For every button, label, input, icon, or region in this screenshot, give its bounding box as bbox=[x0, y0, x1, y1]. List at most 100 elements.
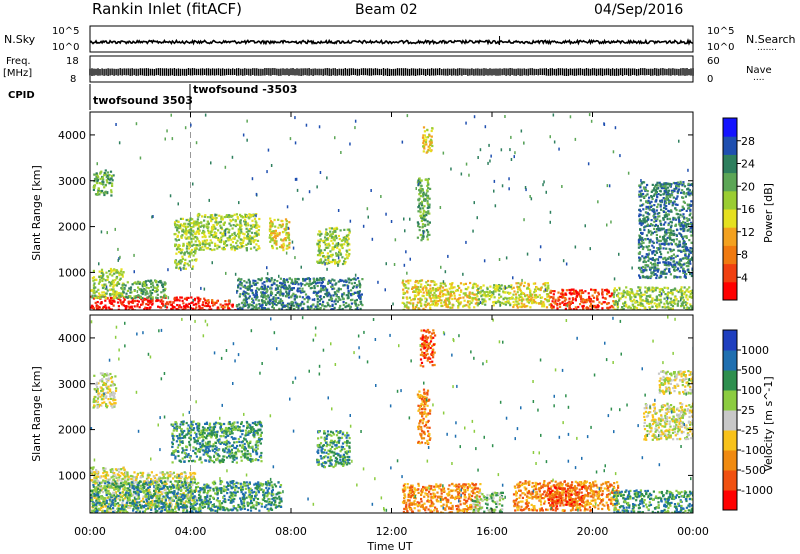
scatter-cell bbox=[144, 280, 147, 283]
scatter-cell bbox=[110, 269, 113, 272]
scatter-cell bbox=[324, 258, 327, 261]
scatter-cell bbox=[682, 220, 685, 223]
scatter-cell bbox=[151, 292, 154, 295]
scatter-cell bbox=[273, 278, 276, 282]
scatter-cell bbox=[295, 304, 298, 307]
scatter-cell bbox=[425, 293, 428, 296]
scatter-cell bbox=[236, 239, 239, 242]
scatter-cell bbox=[679, 289, 682, 292]
scatter-cell bbox=[211, 214, 214, 217]
colorbar-swatch bbox=[723, 209, 737, 228]
scatter-cell bbox=[91, 473, 94, 476]
scatter-cell bbox=[574, 299, 577, 302]
scatter-cell bbox=[97, 190, 100, 194]
scatter-cell bbox=[322, 260, 325, 263]
scatter-cell bbox=[531, 302, 534, 305]
scatter-cell bbox=[109, 293, 112, 296]
scatter-cell bbox=[459, 290, 463, 293]
scatter-cell bbox=[609, 306, 612, 309]
scatter-cell bbox=[448, 287, 451, 290]
scatter-cell bbox=[416, 236, 419, 239]
scatter-cell bbox=[319, 250, 322, 253]
scatter-cell bbox=[440, 265, 442, 269]
scatter-cell bbox=[177, 298, 180, 301]
scatter-cell bbox=[601, 290, 604, 294]
scatter-cell bbox=[99, 294, 102, 297]
scatter-cell bbox=[682, 242, 685, 245]
scatter-cell bbox=[428, 134, 431, 137]
scatter-cell bbox=[616, 304, 619, 307]
scatter-cell bbox=[198, 305, 201, 308]
scatter-cell bbox=[162, 300, 165, 303]
scatter-cell bbox=[320, 249, 323, 252]
scatter-cell bbox=[630, 291, 633, 294]
scatter-cell bbox=[271, 244, 274, 248]
scatter-cell bbox=[547, 299, 550, 303]
scatter-cell bbox=[343, 284, 346, 287]
scatter-cell bbox=[199, 225, 202, 228]
scatter-cell bbox=[667, 242, 670, 245]
scatter-cell bbox=[642, 304, 645, 307]
scatter-cell bbox=[666, 218, 669, 221]
scatter-cell bbox=[422, 231, 425, 235]
scatter-cell bbox=[498, 293, 501, 296]
scatter-cell bbox=[647, 300, 650, 304]
scatter-cell bbox=[658, 302, 661, 305]
scatter-cell bbox=[535, 286, 538, 289]
scatter-cell bbox=[409, 217, 411, 221]
scatter-cell bbox=[427, 292, 430, 295]
scatter-cell bbox=[255, 307, 258, 310]
scatter-cell bbox=[509, 148, 511, 152]
scatter-cell bbox=[242, 232, 245, 235]
scatter-cell bbox=[259, 279, 262, 282]
scatter-cell bbox=[572, 288, 575, 291]
scatter-cell bbox=[658, 304, 661, 307]
scatter-cell bbox=[307, 298, 310, 301]
scatter-cell bbox=[131, 308, 134, 310]
scatter-cell bbox=[414, 281, 417, 284]
scatter-cell bbox=[590, 119, 593, 123]
scatter-cell bbox=[437, 294, 440, 298]
scatter-cell bbox=[665, 214, 668, 217]
scatter-cell bbox=[671, 204, 674, 207]
scatter-cell bbox=[425, 139, 428, 142]
scatter-cell bbox=[106, 278, 109, 281]
scatter-cell bbox=[601, 296, 604, 299]
scatter-cell bbox=[212, 235, 215, 239]
scatter-cell bbox=[197, 244, 200, 247]
scatter-cell bbox=[486, 286, 489, 289]
scatter-cell bbox=[181, 308, 184, 310]
scatter-cell bbox=[276, 280, 279, 283]
scatter-cell bbox=[448, 302, 451, 305]
scatter-cell bbox=[269, 286, 272, 289]
scatter-cell bbox=[422, 195, 425, 198]
scatter-cell bbox=[425, 136, 428, 139]
scatter-cell bbox=[111, 182, 114, 185]
scatter-cell bbox=[187, 225, 190, 228]
scatter-cell bbox=[622, 293, 625, 296]
scatter-cell bbox=[674, 217, 677, 220]
scatter-cell bbox=[275, 247, 279, 250]
scatter-cell bbox=[317, 290, 320, 294]
scatter-cell bbox=[586, 308, 589, 310]
scatter-cell bbox=[240, 215, 243, 218]
scatter-cell bbox=[649, 208, 652, 211]
scatter-cell bbox=[606, 184, 609, 188]
scatter-cell bbox=[683, 286, 686, 289]
scatter-cell bbox=[556, 302, 559, 305]
scatter-cell bbox=[337, 256, 340, 260]
scatter-cell bbox=[492, 290, 495, 294]
scatter-cell bbox=[245, 224, 248, 227]
scatter-cell bbox=[347, 237, 350, 240]
scatter-cell bbox=[215, 223, 218, 226]
scatter-cell bbox=[688, 184, 691, 187]
scatter-cell bbox=[413, 286, 417, 289]
scatter-cell bbox=[187, 237, 190, 240]
scatter-cell bbox=[682, 182, 685, 186]
scatter-cell bbox=[507, 301, 510, 305]
scatter-cell bbox=[337, 254, 340, 257]
scatter-cell bbox=[683, 223, 686, 226]
scatter-cell bbox=[147, 300, 150, 304]
scatter-cell bbox=[651, 231, 654, 234]
scatter-cell bbox=[687, 259, 690, 262]
